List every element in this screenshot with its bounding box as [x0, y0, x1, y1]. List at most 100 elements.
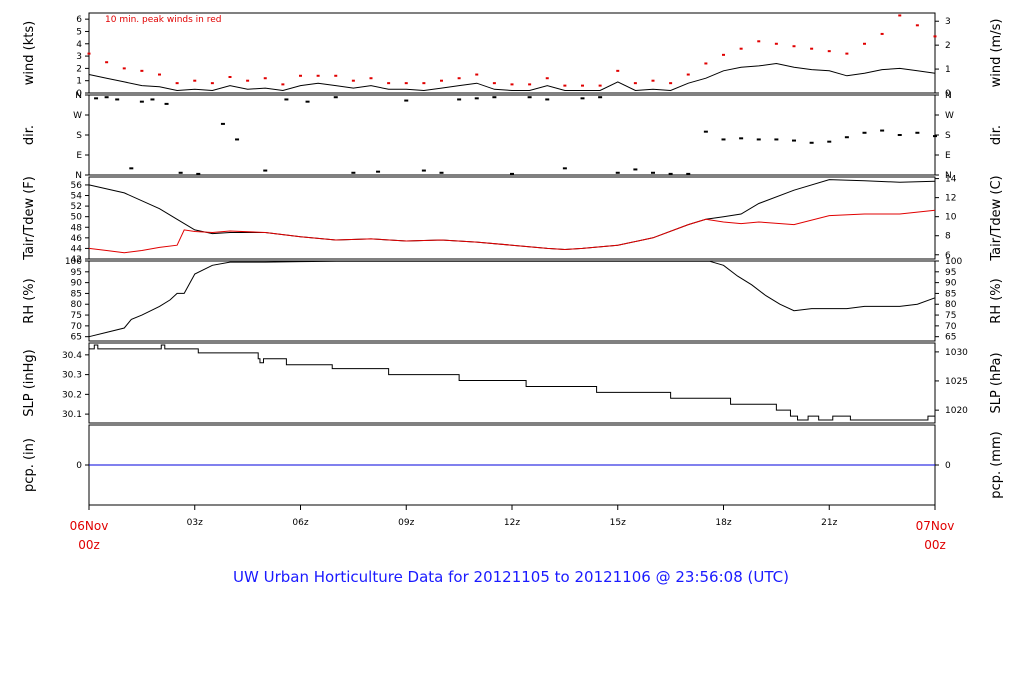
y-tick-label-left-temp: 56 [71, 181, 83, 191]
wind-peak-point-24 [510, 83, 514, 86]
y-tick-label-left-rh: 95 [71, 268, 82, 278]
wind-peak-point-25 [528, 83, 532, 86]
panel-frame-rh [88, 260, 936, 342]
y-tick-label-right-dir: E [945, 151, 951, 161]
wind-peak-point-40 [792, 45, 796, 48]
y-tick-label-left-rh: 70 [71, 322, 83, 332]
wind-peak-point-33 [669, 82, 673, 85]
y-tick-label-left-wind: 1 [76, 77, 82, 87]
y-axis-label-left-temp: Tair/Tdew (F) [22, 176, 37, 261]
x-tick-label-secondary: 00z [924, 538, 946, 552]
dir-point-45 [897, 134, 902, 136]
wind-peak-point-35 [704, 62, 708, 65]
dir-point-15 [351, 171, 356, 174]
y-tick-label-left-wind: 3 [76, 52, 82, 62]
y-tick-label-left-dir: N [75, 91, 82, 101]
dir-point-17 [404, 99, 409, 102]
dir-point-32 [668, 172, 673, 175]
y-tick-label-left-pcp: 0 [76, 461, 82, 471]
y-axis-label-right-temp: Tair/Tdew (C) [989, 175, 1004, 261]
series-line-temp-1 [88, 209, 936, 254]
dir-point-0 [94, 97, 99, 100]
wind-peak-point-10 [263, 77, 267, 80]
y-tick-label-right-dir: S [945, 131, 951, 141]
dir-point-29 [615, 171, 620, 174]
dir-point-3 [129, 167, 134, 170]
wind-peak-point-42 [827, 50, 831, 53]
y-tick-label-right-dir: N [945, 91, 952, 101]
dir-point-20 [457, 98, 462, 101]
dir-point-26 [562, 167, 567, 170]
wind-peak-point-44 [863, 42, 866, 45]
wind-peak-point-45 [880, 32, 884, 35]
dir-point-27 [580, 97, 585, 100]
y-axis-label-right-dir: dir. [989, 125, 1004, 145]
dir-point-28 [598, 96, 603, 99]
dir-point-7 [178, 171, 183, 174]
y-tick-label-right-rh: 70 [945, 322, 957, 332]
dir-point-14 [333, 96, 338, 99]
y-tick-label-left-dir: W [73, 111, 82, 121]
y-tick-label-left-slp: 30.2 [62, 390, 82, 400]
y-tick-label-left-temp: 42 [71, 255, 82, 265]
series-line-rh-0 [88, 260, 936, 338]
dir-point-33 [686, 172, 691, 175]
wind-peak-point-0 [87, 52, 91, 55]
panel-frame-slp [88, 342, 936, 424]
panel-frame-wind [88, 12, 936, 94]
y-axis-label-right-slp: SLP (hPa) [989, 352, 1004, 413]
dir-point-19 [439, 171, 444, 174]
wind-peak-point-46 [898, 14, 902, 17]
dir-point-8 [196, 172, 201, 175]
y-tick-label-left-wind: 5 [76, 27, 82, 37]
y-tick-label-left-wind: 6 [76, 15, 82, 25]
panel-frame-dir [88, 94, 936, 176]
y-axis-label-right-pcp: pcp. (mm) [989, 431, 1004, 498]
dir-point-47 [933, 135, 937, 138]
y-axis-label-left-pcp: pcp. (in) [22, 438, 37, 492]
y-tick-label-right-wind: 3 [945, 17, 951, 27]
y-tick-label-right-rh: 85 [945, 289, 956, 299]
y-tick-label-right-slp: 1025 [945, 377, 968, 387]
dir-point-10 [235, 138, 240, 141]
y-tick-label-right-temp: 14 [945, 175, 957, 185]
wind-peak-point-36 [722, 53, 725, 56]
wind-peak-point-26 [545, 77, 549, 80]
dir-point-25 [545, 98, 550, 101]
y-tick-label-right-pcp: 0 [945, 461, 951, 471]
x-tick-label: 03z [187, 518, 203, 528]
y-tick-label-left-temp: 54 [71, 192, 83, 202]
dir-point-11 [263, 169, 268, 172]
x-tick-label: 18z [715, 518, 731, 528]
dir-point-46 [915, 131, 920, 134]
y-tick-label-right-temp: 6 [945, 251, 951, 261]
y-tick-label-left-slp: 30.1 [62, 410, 82, 420]
y-tick-label-left-rh: 65 [71, 333, 82, 343]
y-tick-label-right-rh: 100 [945, 257, 962, 267]
wind-peak-point-41 [810, 47, 814, 50]
y-tick-label-right-temp: 10 [945, 213, 957, 223]
dir-point-41 [827, 140, 832, 143]
y-tick-label-right-wind: 1 [945, 65, 951, 75]
wind-peak-point-27 [563, 84, 567, 87]
wind-peak-point-1 [105, 61, 109, 64]
dir-point-9 [220, 122, 225, 125]
wind-peak-point-43 [845, 52, 849, 55]
wind-peak-point-6 [193, 79, 197, 82]
dir-point-13 [305, 100, 310, 103]
y-tick-label-left-rh: 90 [71, 279, 83, 289]
dir-point-37 [756, 138, 761, 141]
y-tick-label-left-rh: 80 [71, 300, 83, 310]
y-tick-label-left-temp: 52 [71, 202, 82, 212]
y-axis-label-right-wind: wind (m/s) [989, 19, 1004, 88]
wind-peak-point-48 [933, 35, 937, 38]
y-tick-label-left-dir: E [76, 151, 82, 161]
x-tick-label-secondary: 00z [78, 538, 100, 552]
wind-peak-point-7 [210, 82, 214, 85]
dir-point-1 [104, 96, 109, 99]
dir-point-16 [376, 170, 381, 173]
y-tick-label-left-wind: 2 [76, 64, 82, 74]
y-tick-label-right-rh: 75 [945, 311, 956, 321]
x-tick-label: 06Nov [70, 519, 109, 533]
